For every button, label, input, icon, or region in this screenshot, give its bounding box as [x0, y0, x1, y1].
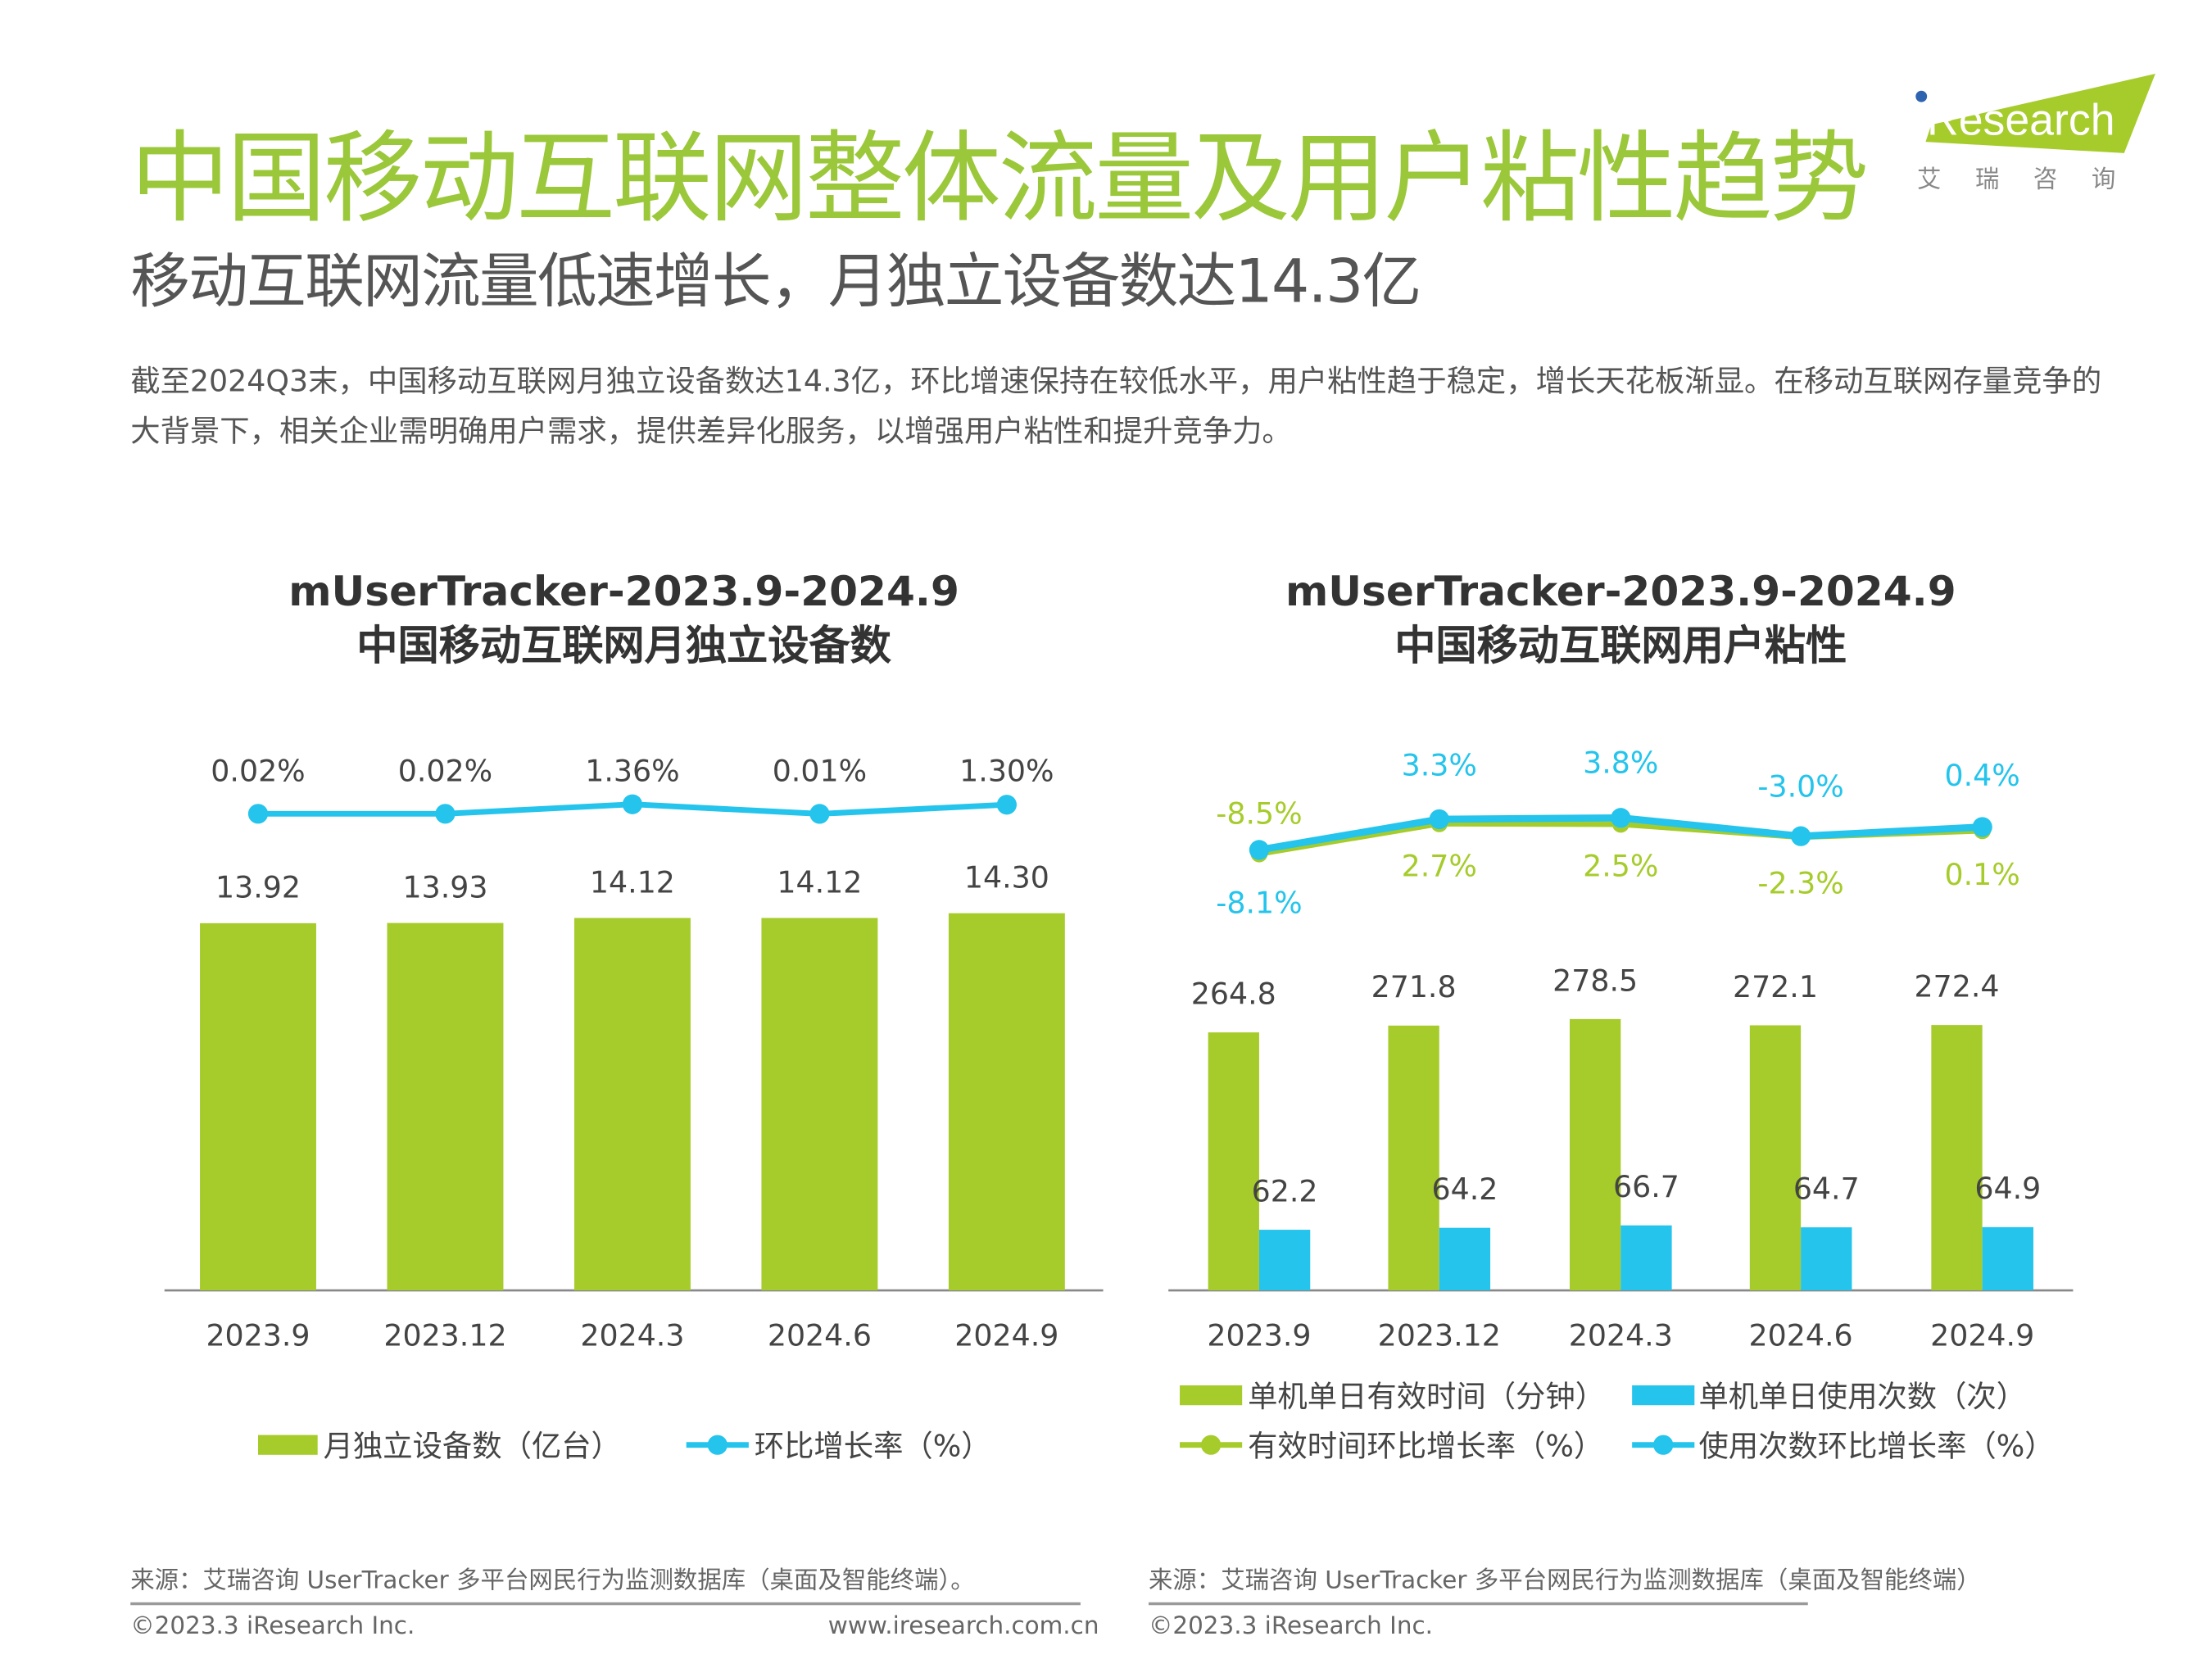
legend-swatch-bar	[1632, 1385, 1695, 1406]
x-tick-label: 2024.3	[580, 1318, 684, 1353]
line-point	[1249, 840, 1270, 860]
bar-label: 14.12	[590, 864, 675, 900]
bar-label: 271.8	[1371, 969, 1457, 1004]
bar-label: 64.7	[1793, 1171, 1860, 1206]
bar-usage-count	[1801, 1227, 1852, 1291]
line-point	[622, 794, 643, 814]
description: 截至2024Q3末，中国移动互联网月独立设备数达14.3亿，环比增速保持在较低水…	[130, 364, 2102, 448]
copyright-right: ©2023.3 iResearch Inc.	[1148, 1611, 1434, 1641]
legend-swatch-bar	[1180, 1385, 1243, 1406]
source-right: 来源：艾瑞咨询 UserTracker 多平台网民行为监测数据库（桌面及智能终端…	[1148, 1566, 1981, 1596]
line-label: 0.01%	[773, 754, 867, 789]
line-label-usage: -8.1%	[1216, 886, 1302, 921]
bar-usage-count	[1620, 1225, 1672, 1291]
line-point	[247, 804, 269, 824]
bar-devices	[948, 913, 1065, 1291]
svg-text:iResearch: iResearch	[1917, 95, 2115, 144]
bar-usage-count	[1258, 1230, 1311, 1291]
x-tick-label: 2023.9	[206, 1318, 310, 1353]
x-tick-label: 2023.12	[1378, 1318, 1501, 1353]
line-label: 0.02%	[211, 754, 305, 789]
legend-swatch-point	[1653, 1435, 1674, 1455]
legend-label: 单机单日使用次数（次）	[1698, 1379, 2026, 1414]
iresearch-logo: iResearch 艾瑞咨询	[1915, 71, 2163, 206]
line-label: 0.02%	[398, 754, 492, 789]
bar-label: 66.7	[1613, 1169, 1679, 1204]
bar-label: 14.30	[964, 860, 1049, 895]
line-label-effective-time: 2.7%	[1402, 849, 1477, 884]
bar-label: 264.8	[1191, 977, 1276, 1012]
chart1-title-line2: 中国移动互联网月独立设备数	[356, 621, 891, 669]
line-label-effective-time: 2.5%	[1583, 849, 1658, 884]
bar-effective-time	[1569, 1018, 1621, 1291]
bar-label: 278.5	[1552, 963, 1638, 998]
line-label: 1.36%	[585, 754, 679, 789]
bar-label: 64.2	[1431, 1172, 1498, 1207]
line-label-usage: 3.3%	[1402, 748, 1477, 783]
bar-label: 272.4	[1915, 969, 2000, 1004]
copyright-left: ©2023.3 iResearch Inc.	[130, 1611, 415, 1641]
x-tick-label: 2024.6	[768, 1318, 872, 1353]
x-tick-label: 2024.9	[954, 1318, 1058, 1353]
divider-left	[130, 1602, 1081, 1606]
bar-label: 62.2	[1252, 1173, 1318, 1208]
svg-text:艾瑞咨询: 艾瑞咨询	[1917, 165, 2150, 193]
chart2-title-line2: 中国移动互联网用户粘性	[1394, 621, 1847, 669]
chart1-title-line1: mUserTracker-2023.9-2024.9	[288, 567, 959, 616]
line-point	[435, 804, 456, 824]
line-point	[1972, 817, 1992, 837]
bar-label: 64.9	[1974, 1171, 2041, 1206]
line-label-usage: 0.4%	[1945, 758, 2020, 793]
bar-effective-time	[1208, 1032, 1259, 1291]
bar-label: 14.12	[777, 864, 862, 900]
bar-label: 13.93	[402, 869, 487, 904]
line-label: 1.30%	[959, 754, 1054, 789]
chart1-title: mUserTracker-2023.9-2024.9 中国移动互联网月独立设备数	[170, 564, 1078, 673]
bar-effective-time	[1388, 1025, 1439, 1291]
line-point	[1429, 809, 1449, 830]
x-tick-label: 2023.9	[1207, 1318, 1311, 1353]
legend-swatch-bar	[258, 1435, 318, 1455]
line-label-effective-time: -8.5%	[1216, 796, 1302, 832]
divider-right	[1148, 1602, 1808, 1606]
legend-swatch-point	[707, 1435, 728, 1455]
line-label-effective-time: 0.1%	[1945, 857, 2020, 892]
bar-label: 272.1	[1733, 969, 1818, 1004]
x-tick-label: 2024.9	[1930, 1318, 2034, 1353]
legend-label: 月独立设备数（亿台）	[324, 1429, 621, 1464]
legend-label: 单机单日有效时间（分钟）	[1248, 1379, 1605, 1414]
line-label-usage: -3.0%	[1757, 769, 1843, 805]
bar-devices	[573, 918, 691, 1291]
line-label-usage: 3.8%	[1583, 745, 1658, 780]
line-point	[1611, 808, 1631, 828]
x-tick-label: 2024.6	[1749, 1318, 1853, 1353]
bar-effective-time	[1749, 1025, 1802, 1291]
line-point	[809, 804, 830, 824]
bar-usage-count	[1982, 1226, 2033, 1291]
legend-label: 有效时间环比增长率（%）	[1248, 1429, 1603, 1464]
logo-graphic: iResearch 艾瑞咨询	[1915, 74, 2155, 193]
page-title: 中国移动互联网整体流量及用户粘性趋势	[130, 120, 1869, 238]
x-tick-label: 2024.3	[1569, 1318, 1673, 1353]
website-link[interactable]: www.iresearch.com.cn	[827, 1611, 1099, 1641]
bar-devices	[200, 922, 316, 1291]
bar-label: 13.92	[215, 870, 301, 905]
bar-devices	[387, 922, 504, 1291]
line-point	[996, 795, 1017, 815]
x-tick-label: 2023.12	[383, 1318, 506, 1353]
bar-usage-count	[1439, 1227, 1491, 1291]
bar-effective-time	[1931, 1025, 1983, 1291]
legend-swatch-point	[1200, 1435, 1222, 1455]
legend-label: 使用次数环比增长率（%）	[1698, 1429, 2054, 1464]
legend-label: 环比增长率（%）	[755, 1429, 991, 1464]
chart2-title: mUserTracker-2023.9-2024.9 中国移动互联网用户粘性	[1167, 564, 2074, 673]
line-label-effective-time: -2.3%	[1757, 865, 1843, 900]
chart2-title-line1: mUserTracker-2023.9-2024.9	[1285, 567, 1956, 616]
line-point	[1791, 826, 1811, 846]
bar-devices	[761, 918, 878, 1291]
source-left: 来源：艾瑞咨询 UserTracker 多平台网民行为监测数据库（桌面及智能终端…	[130, 1566, 975, 1596]
page-subtitle: 移动互联网流量低速增长，月独立设备数达14.3亿	[130, 247, 1421, 316]
